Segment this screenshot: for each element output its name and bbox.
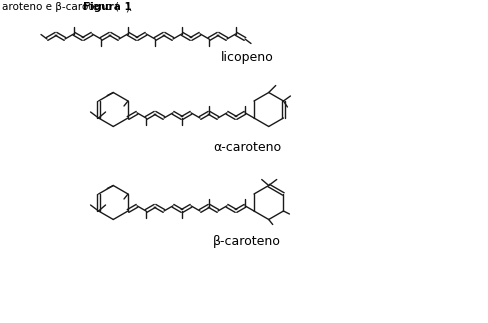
Text: licopeno: licopeno xyxy=(220,51,273,64)
Text: Figura 1: Figura 1 xyxy=(83,2,131,12)
Text: α-caroteno: α-caroteno xyxy=(212,141,281,154)
Text: β-caroteno: β-caroteno xyxy=(213,235,281,248)
Text: aroteno e β-caroteno (: aroteno e β-caroteno ( xyxy=(2,2,119,12)
Text: ).: ). xyxy=(125,2,132,12)
